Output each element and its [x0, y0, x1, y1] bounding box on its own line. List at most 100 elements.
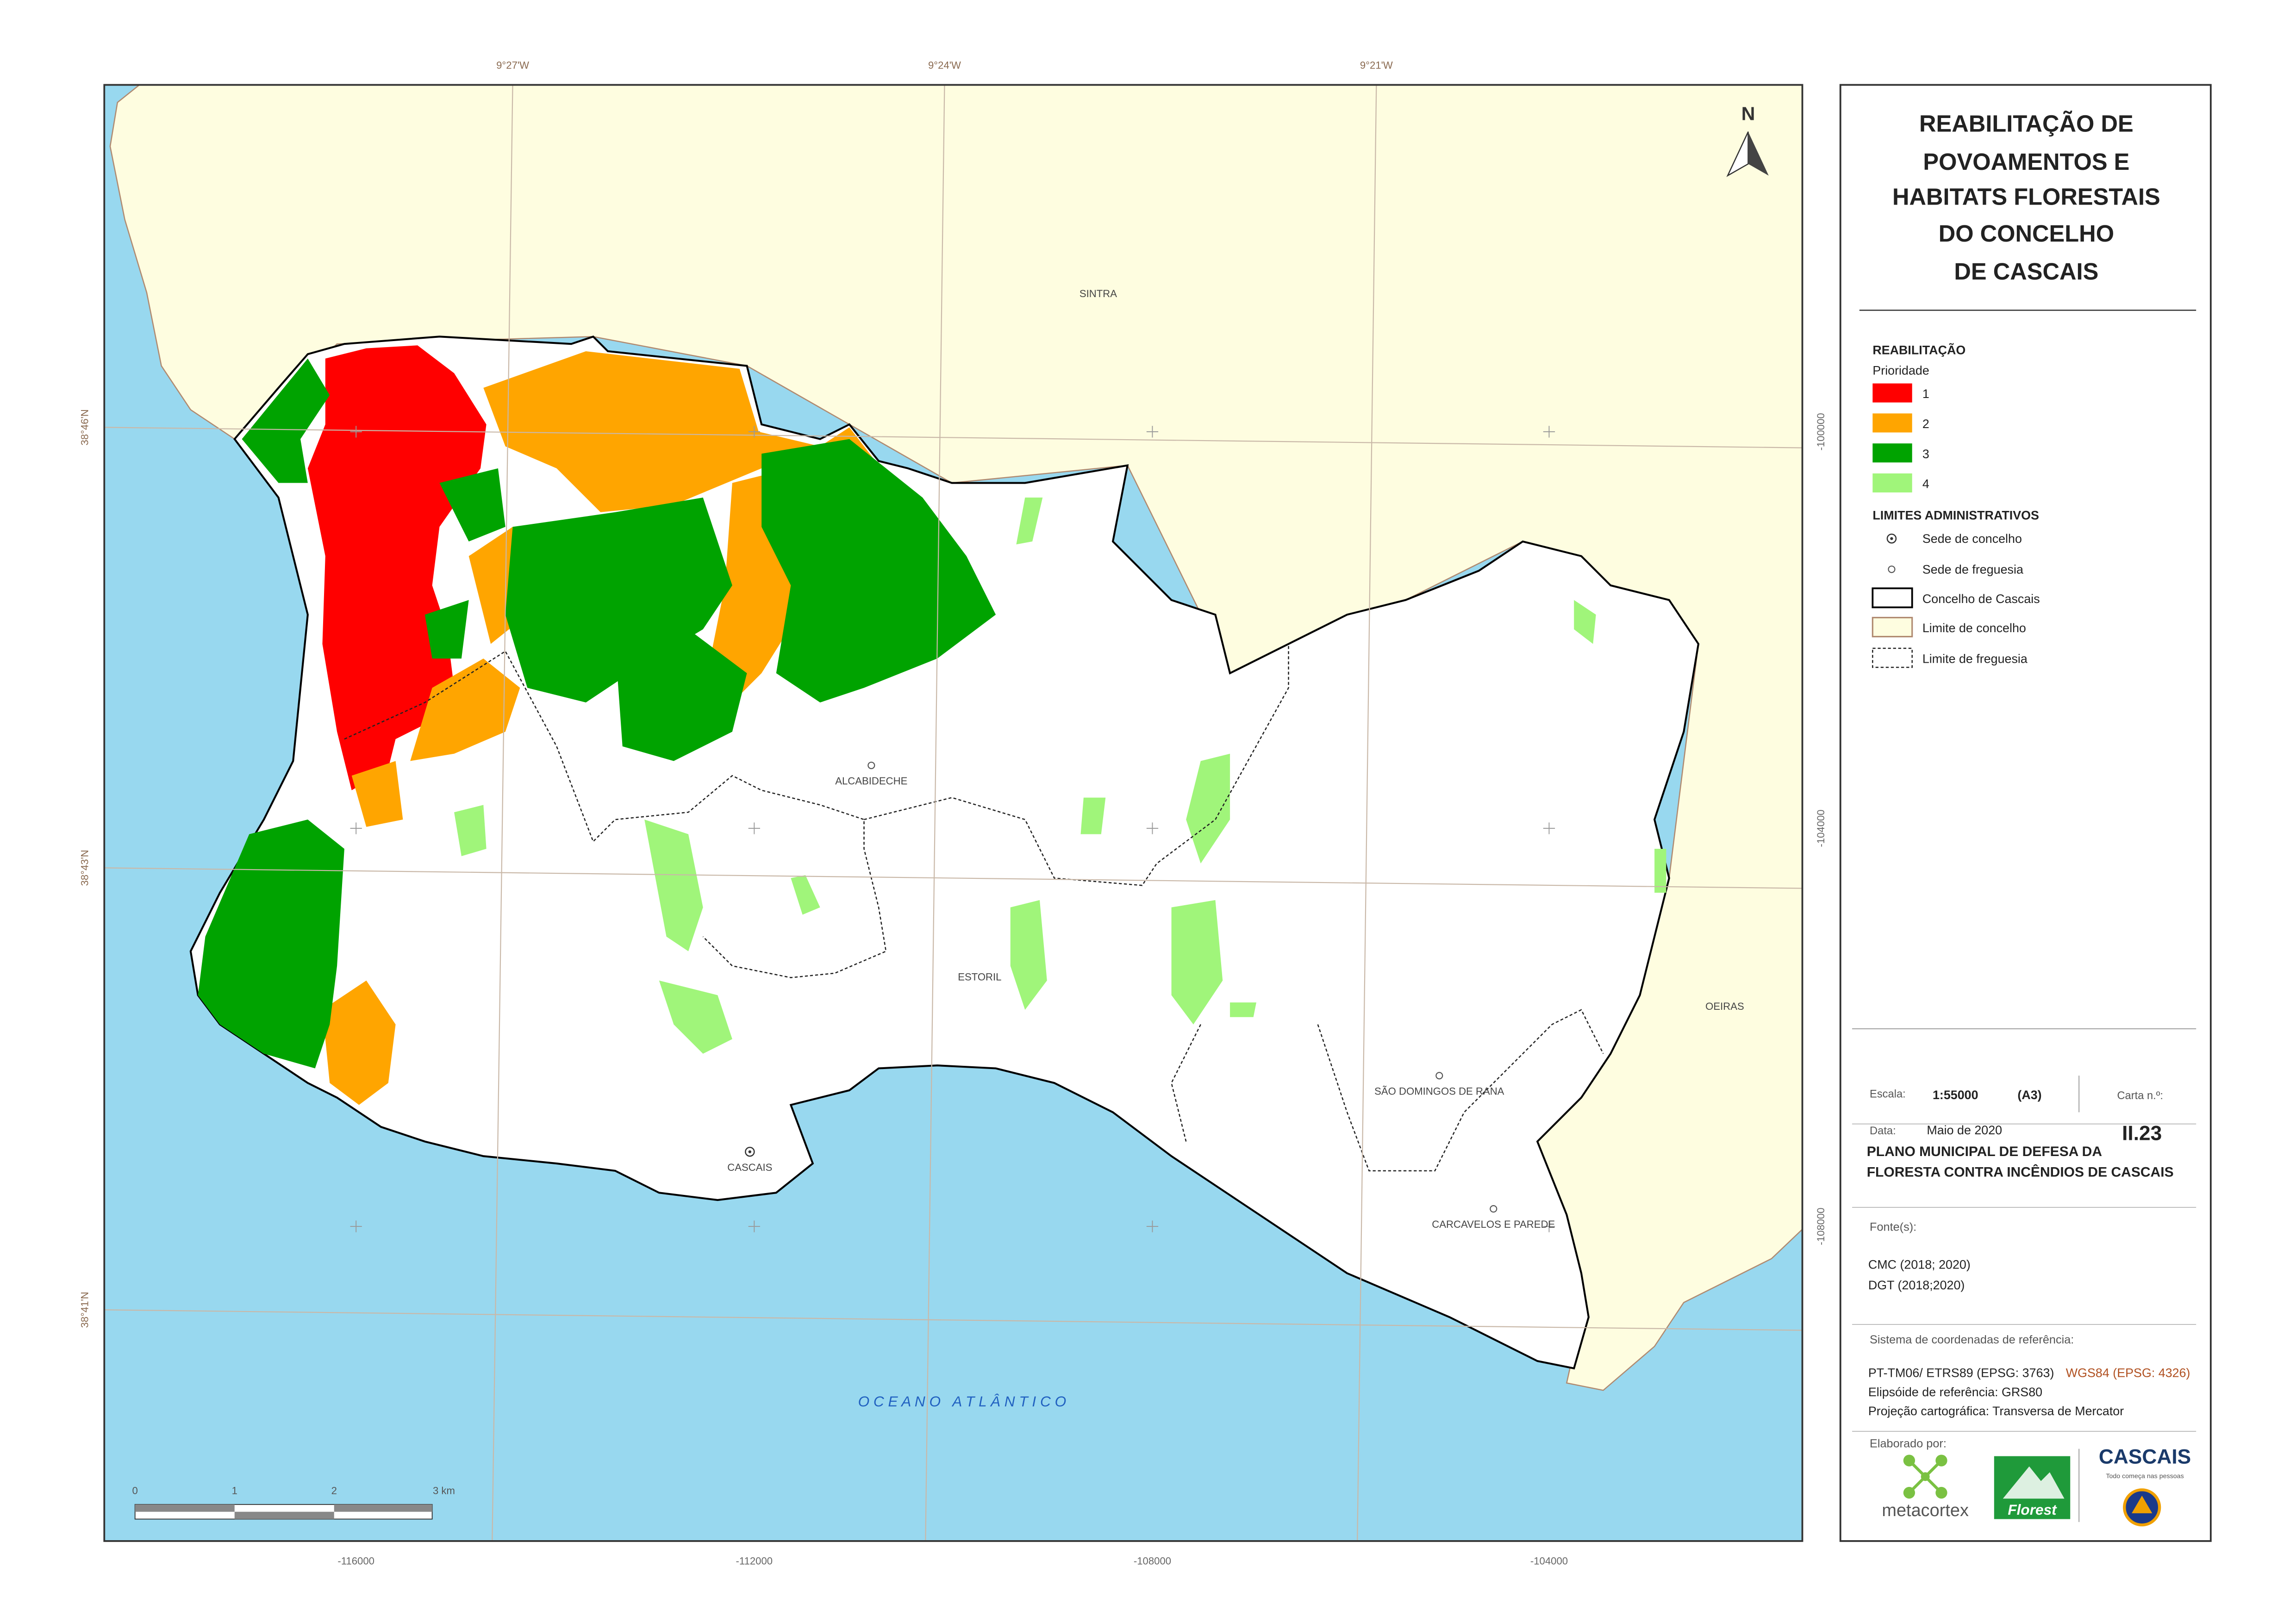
- legend-label: 2: [1922, 417, 1929, 431]
- plan-title: PLANO MUNICIPAL DE DEFESA DA: [1867, 1144, 2102, 1159]
- legend-panel: REABILITAÇÃO DE POVOAMENTOS E HABITATS F…: [1839, 84, 2212, 1542]
- projection: Projeção cartográfica: Transversa de Mer…: [1868, 1404, 2124, 1418]
- logo-text: CASCAIS: [2099, 1445, 2191, 1468]
- patch: [791, 875, 820, 915]
- logo-dot: [1935, 1455, 1947, 1467]
- place-label: OEIRAS: [1705, 1001, 1744, 1012]
- parish-limit-symbol: [1872, 647, 1913, 668]
- legend-label: Limite de freguesia: [1922, 652, 2028, 666]
- title-line: DE CASCAIS: [1954, 258, 2098, 285]
- legend-label: 3: [1922, 447, 1929, 461]
- grid-cross: [748, 822, 760, 834]
- legend-swatch: [1872, 413, 1912, 433]
- patch: [1010, 900, 1047, 1010]
- place-label: SINTRA: [1079, 288, 1117, 299]
- patch: [505, 497, 732, 703]
- scale-label: 2: [331, 1485, 337, 1497]
- place-label: SÃO DOMINGOS DE RANA: [1374, 1085, 1504, 1097]
- latitude-label: 38°46'N: [79, 409, 90, 445]
- patch: [410, 659, 520, 761]
- panel-border: [1839, 84, 2212, 1542]
- parish-seat-symbol: [1888, 566, 1896, 573]
- meridian: [492, 85, 513, 1541]
- northing-label: -100000: [1815, 413, 1827, 450]
- legend-label: Sede de concelho: [1922, 532, 2022, 546]
- logo-mark: [2003, 1466, 2065, 1499]
- title-line: POVOAMENTOS E: [1923, 149, 2129, 175]
- scale-label: Escala:: [1870, 1088, 1906, 1101]
- easting-label: -112000: [736, 1555, 773, 1567]
- grid-cross: [350, 1220, 362, 1232]
- scale-label: 3 km: [433, 1485, 455, 1497]
- place-label: ESTORIL: [958, 971, 1001, 983]
- crs-secondary: WGS84 (EPSG: 4326): [2066, 1366, 2190, 1380]
- meridian: [925, 85, 945, 1541]
- logo-dot: [1935, 1486, 1947, 1499]
- legend-heading: REABILITAÇÃO: [1872, 342, 1965, 357]
- grid-crosses: [350, 426, 1555, 1232]
- latitude-label: 38°41'N: [79, 1292, 90, 1328]
- sources-label: Fonte(s):: [1870, 1221, 1916, 1234]
- metacortex-logo: metacortex: [1882, 1455, 1969, 1520]
- patch: [454, 805, 487, 856]
- legend-classes: 1 2 3 4: [1872, 383, 1929, 493]
- grid-cross: [1543, 426, 1555, 438]
- patch: [439, 468, 505, 542]
- legend-heading: LIMITES ADMINISTRATIVOS: [1872, 509, 2039, 522]
- parish-seat: [1435, 1072, 1443, 1080]
- place-label: CARCAVELOS E PAREDE: [1432, 1219, 1555, 1230]
- legend-label: Limite de concelho: [1922, 621, 2026, 635]
- logo-dot: [1903, 1455, 1915, 1467]
- patch: [1080, 797, 1106, 834]
- patch: [307, 345, 487, 790]
- ocean-label: O C E A N O A T L Â N T I C O: [858, 1393, 1067, 1410]
- coordinate-grid: [104, 85, 1803, 1541]
- easting-label: -108000: [1134, 1555, 1171, 1567]
- sheet-label: Carta n.º:: [2117, 1090, 2163, 1102]
- priority-patches: [198, 345, 1666, 1105]
- scale-label: 0: [132, 1485, 138, 1497]
- place-label: CASCAIS: [727, 1162, 772, 1173]
- patch: [1171, 900, 1223, 1025]
- patch: [1230, 1002, 1257, 1017]
- grid-cross: [1146, 426, 1159, 438]
- patch: [242, 358, 330, 483]
- patch: [1574, 600, 1596, 644]
- county-seat-dot: [748, 1150, 752, 1153]
- grid-cross: [1543, 1220, 1555, 1232]
- legend-label: Concelho de Cascais: [1922, 592, 2040, 606]
- legend-label: Sede de freguesia: [1922, 563, 2023, 577]
- ellipsoid: Elipsóide de referência: GRS80: [1868, 1385, 2042, 1399]
- map-frame: SINTRA OEIRAS ALCABIDECHE ESTORIL SÃO DO…: [104, 85, 1803, 1541]
- logo-text: Florest: [2008, 1501, 2057, 1518]
- title-line: REABILITAÇÃO DE: [1919, 111, 2134, 137]
- grid-cross: [350, 822, 362, 834]
- patch: [1016, 497, 1043, 545]
- municipality-symbol: [1872, 587, 1913, 609]
- scale-bar-segment: [135, 1504, 235, 1512]
- metacortex-dots: [1903, 1455, 1947, 1499]
- parish-boundaries: [344, 644, 1604, 1172]
- grid-cross: [1146, 822, 1159, 834]
- title-line: HABITATS FLORESTAIS: [1892, 184, 2160, 210]
- logo-dot: [1921, 1472, 1930, 1481]
- scale-bar-segment: [334, 1504, 432, 1512]
- patch: [322, 980, 396, 1105]
- legend-subheading: Prioridade: [1872, 364, 1929, 378]
- north-arrow-right: [1748, 131, 1769, 176]
- patch: [351, 761, 403, 827]
- crs: PT-TM06/ ETRS89 (EPSG: 3763): [1868, 1366, 2054, 1380]
- legend-swatch: [1872, 383, 1912, 403]
- legend-label: 1: [1922, 387, 1929, 401]
- grid-cross: [350, 426, 362, 438]
- source: DGT (2018;2020): [1868, 1278, 1965, 1292]
- paper-size: (A3): [2017, 1088, 2041, 1102]
- legend-label: 4: [1922, 477, 1929, 491]
- plan-title: FLORESTA CONTRA INCÊNDIOS DE CASCAIS: [1867, 1164, 2174, 1180]
- north-arrow: N: [1726, 103, 1769, 177]
- made-by-label: Elaborado por:: [1870, 1437, 1947, 1450]
- scale-bar: 0 1 2 3 km: [132, 1485, 455, 1520]
- parish-seat: [867, 761, 875, 769]
- patch: [644, 819, 703, 951]
